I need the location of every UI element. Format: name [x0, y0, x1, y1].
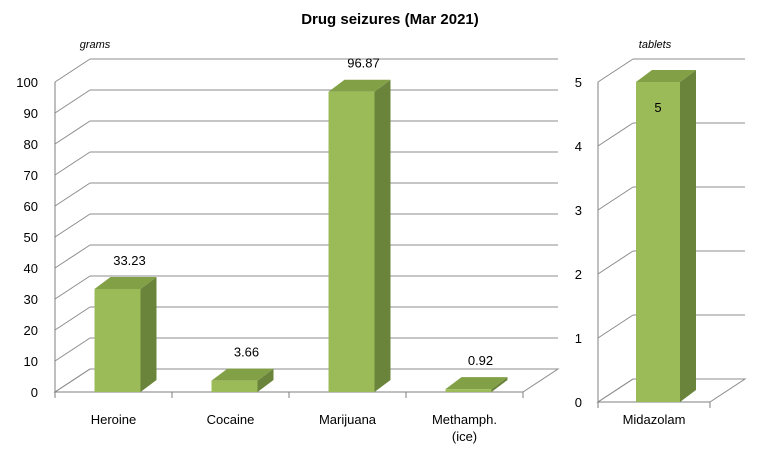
y-tick-label: 10 [24, 354, 38, 369]
chart-title: Drug seizures (Mar 2021) [301, 11, 479, 28]
y-tick-label: 70 [24, 168, 38, 183]
gridline-diagonal [597, 186, 634, 211]
gridline-diagonal [54, 244, 91, 269]
y-tick-label: 60 [24, 199, 38, 214]
bar-side [257, 368, 274, 392]
gridline-diagonal [54, 58, 91, 83]
y-tick-label: 50 [24, 230, 38, 245]
x-category-label: Heroine [91, 412, 137, 427]
bar-side [140, 276, 157, 392]
bar-side [374, 79, 391, 392]
bar-side [680, 70, 696, 402]
data-label: 0.92 [468, 353, 493, 368]
y-tick-label: 4 [575, 139, 582, 154]
x-category-label: Marijuana [319, 412, 377, 427]
bar [211, 380, 258, 392]
gridline-diagonal [54, 182, 91, 207]
bar-top [636, 70, 696, 82]
x-category-label: Cocaine [207, 412, 255, 427]
bar-top [94, 276, 157, 289]
data-label: 96.87 [347, 56, 380, 71]
gridline-diagonal [54, 151, 91, 176]
y-tick-label: 90 [24, 106, 38, 121]
data-label: 33.23 [113, 253, 146, 268]
y-tick-label: 2 [575, 267, 582, 282]
gridline-diagonal [54, 120, 91, 145]
x-category-label: Methamph. [432, 412, 497, 427]
y-tick-label: 5 [575, 75, 582, 90]
bar-top [211, 368, 274, 381]
bar [94, 288, 141, 392]
gridline-diagonal [597, 58, 634, 83]
bar-group [328, 79, 391, 392]
gridline-diagonal [54, 213, 91, 238]
bar-group [94, 276, 157, 392]
y-tick-label: 3 [575, 203, 582, 218]
bar-top [328, 79, 391, 92]
bar [636, 82, 680, 402]
y-tick-label: 1 [575, 331, 582, 346]
bar-group [211, 368, 274, 392]
x-category-label: Midazolam [623, 412, 686, 427]
y-tick-label: 30 [24, 292, 38, 307]
gridline-diagonal [54, 337, 91, 362]
data-label: 3.66 [234, 345, 259, 360]
bar [328, 91, 375, 392]
bar-top [445, 377, 508, 390]
gridline-diagonal [597, 314, 634, 339]
bar-group [445, 377, 508, 392]
gridline-diagonal [597, 250, 634, 275]
gridline-diagonal [54, 275, 91, 300]
y-tick-label: 40 [24, 261, 38, 276]
y-tick-label: 20 [24, 323, 38, 338]
y-axis-unit-label: grams [80, 39, 111, 51]
bar [445, 389, 492, 392]
gridline-diagonal [54, 89, 91, 114]
x-category-label: (ice) [452, 429, 477, 444]
bar-group [636, 70, 696, 402]
y-tick-label: 0 [575, 395, 582, 410]
data-label: 5 [654, 100, 661, 115]
y-tick-label: 0 [31, 385, 38, 400]
bar-side [491, 377, 508, 392]
gridline-diagonal [54, 306, 91, 331]
y-axis-unit-label: tablets [639, 39, 672, 51]
gridline-diagonal [597, 122, 634, 147]
y-tick-label: 100 [16, 75, 38, 90]
y-tick-label: 80 [24, 137, 38, 152]
